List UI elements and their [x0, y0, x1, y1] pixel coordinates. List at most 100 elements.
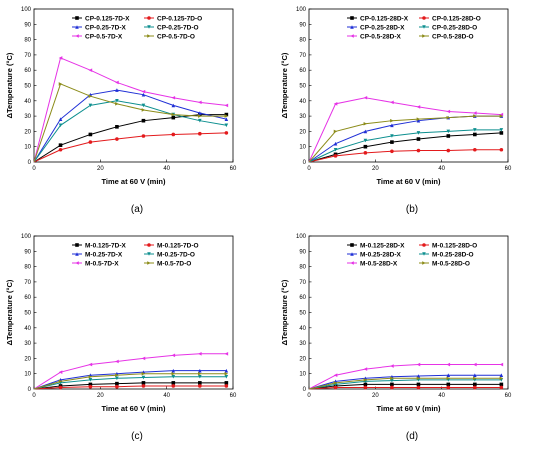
legend-marker: [422, 252, 426, 256]
legend-label: M-0.5-28D-O: [432, 260, 470, 267]
data-point: [416, 131, 421, 135]
data-point: [224, 384, 229, 388]
x-tick-label: 20: [372, 393, 379, 399]
legend-marker: [350, 16, 354, 20]
data-point: [171, 381, 176, 385]
x-tick-label: 20: [372, 166, 379, 172]
data-point: [363, 121, 368, 126]
data-point: [446, 362, 451, 367]
legend-marker: [350, 34, 354, 38]
y-tick-label: 60: [24, 68, 31, 74]
y-tick-label: 100: [296, 7, 307, 13]
data-point: [115, 99, 119, 103]
data-point: [224, 371, 229, 376]
data-point: [58, 143, 63, 147]
x-tick-label: 60: [505, 166, 512, 172]
plot-frame: [308, 235, 509, 390]
data-point: [115, 137, 119, 141]
data-point: [224, 114, 229, 118]
data-point: [115, 80, 119, 85]
series-line: [33, 100, 227, 163]
x-tick-label: 0: [32, 166, 36, 172]
data-point: [141, 384, 146, 388]
data-point: [171, 95, 176, 100]
legend-label: M-0.125-28D-O: [432, 242, 477, 249]
data-point: [141, 103, 146, 108]
data-point: [333, 129, 338, 134]
legend-label: CP-0.125-7D-X: [85, 15, 130, 22]
x-tick-label: 40: [438, 393, 445, 399]
data-point: [390, 382, 394, 387]
y-tick-label: 90: [24, 249, 31, 255]
data-point: [446, 109, 451, 114]
y-tick-label: 50: [299, 84, 306, 90]
data-point: [390, 123, 394, 128]
panel-caption: (c): [131, 431, 143, 442]
data-point: [446, 385, 451, 390]
data-point: [363, 129, 368, 134]
y-tick-label: 70: [24, 280, 31, 286]
y-tick-label: 0: [303, 160, 307, 166]
data-point: [333, 381, 338, 385]
data-point: [198, 131, 202, 136]
data-point: [416, 374, 421, 378]
x-tick-label: 0: [32, 393, 36, 399]
data-point: [390, 118, 394, 123]
data-point: [171, 115, 176, 120]
y-tick-label: 60: [299, 68, 306, 74]
y-tick-label: 10: [24, 372, 31, 378]
data-point: [333, 147, 338, 152]
y-tick-label: 90: [299, 249, 306, 255]
data-point: [473, 373, 477, 378]
y-tick-label: 100: [296, 234, 307, 240]
data-point: [88, 378, 93, 382]
legend-marker: [75, 261, 79, 265]
legend-label: M-0.125-28D-X: [360, 242, 405, 249]
data-point: [115, 376, 119, 381]
legend-marker: [350, 243, 354, 247]
data-point: [390, 385, 394, 390]
y-tick-label: 80: [24, 265, 31, 271]
data-point: [416, 148, 421, 153]
data-point: [363, 385, 368, 390]
x-tick-label: 60: [230, 393, 237, 399]
data-point: [499, 147, 504, 152]
series-line: [33, 385, 227, 390]
y-axis-label: ΔTemperature (°C): [280, 279, 289, 345]
y-tick-label: 40: [299, 99, 306, 105]
legend-label: M-0.25-28D-X: [360, 251, 401, 258]
data-point: [390, 149, 394, 154]
legend-label: CP-0.5-7D-O: [157, 33, 195, 40]
data-point: [224, 117, 229, 121]
plot-frame: [308, 8, 509, 163]
legend-marker: [422, 16, 426, 20]
series-line: [33, 373, 227, 390]
legend-label: CP-0.25-28D-X: [360, 24, 405, 31]
data-point: [198, 100, 202, 105]
legend-marker: [350, 261, 354, 265]
y-tick-label: 80: [24, 38, 31, 44]
legend-label: CP-0.125-28D-O: [432, 15, 481, 22]
data-point: [224, 112, 229, 117]
data-point: [416, 376, 421, 381]
y-tick-label: 10: [299, 145, 306, 151]
data-point: [473, 362, 477, 367]
data-point: [171, 374, 176, 379]
data-point: [171, 368, 176, 373]
chart-panel-c: 0 10 20 30 40 50 60 70 80 90 100 0 20 40 60 Time at 60 …: [0, 227, 275, 454]
legend-label: M-0.125-7D-O: [157, 242, 199, 249]
data-point: [88, 374, 93, 379]
x-axis-label: Time at 60 V (min): [101, 177, 166, 186]
legend-marker: [350, 25, 354, 29]
data-point: [88, 103, 93, 108]
data-point: [390, 364, 394, 368]
data-point: [198, 371, 202, 376]
legend-marker: [147, 243, 151, 247]
y-tick-label: 80: [299, 38, 306, 44]
legend-marker: [147, 261, 151, 265]
y-tick-label: 40: [24, 326, 31, 332]
data-point: [141, 118, 146, 123]
x-tick-label: 40: [163, 393, 170, 399]
y-tick-label: 10: [299, 372, 306, 378]
series-line: [33, 132, 227, 163]
